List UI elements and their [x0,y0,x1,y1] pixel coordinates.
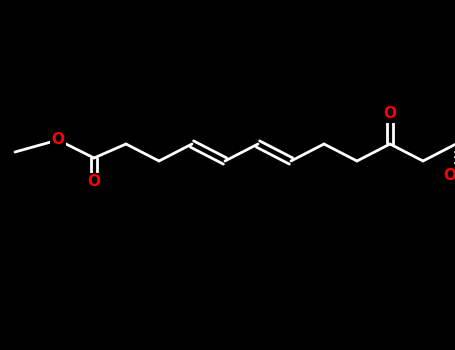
Text: O: O [384,106,396,121]
Text: O: O [87,175,101,189]
Text: O: O [51,133,65,147]
Text: OH: OH [443,168,455,183]
